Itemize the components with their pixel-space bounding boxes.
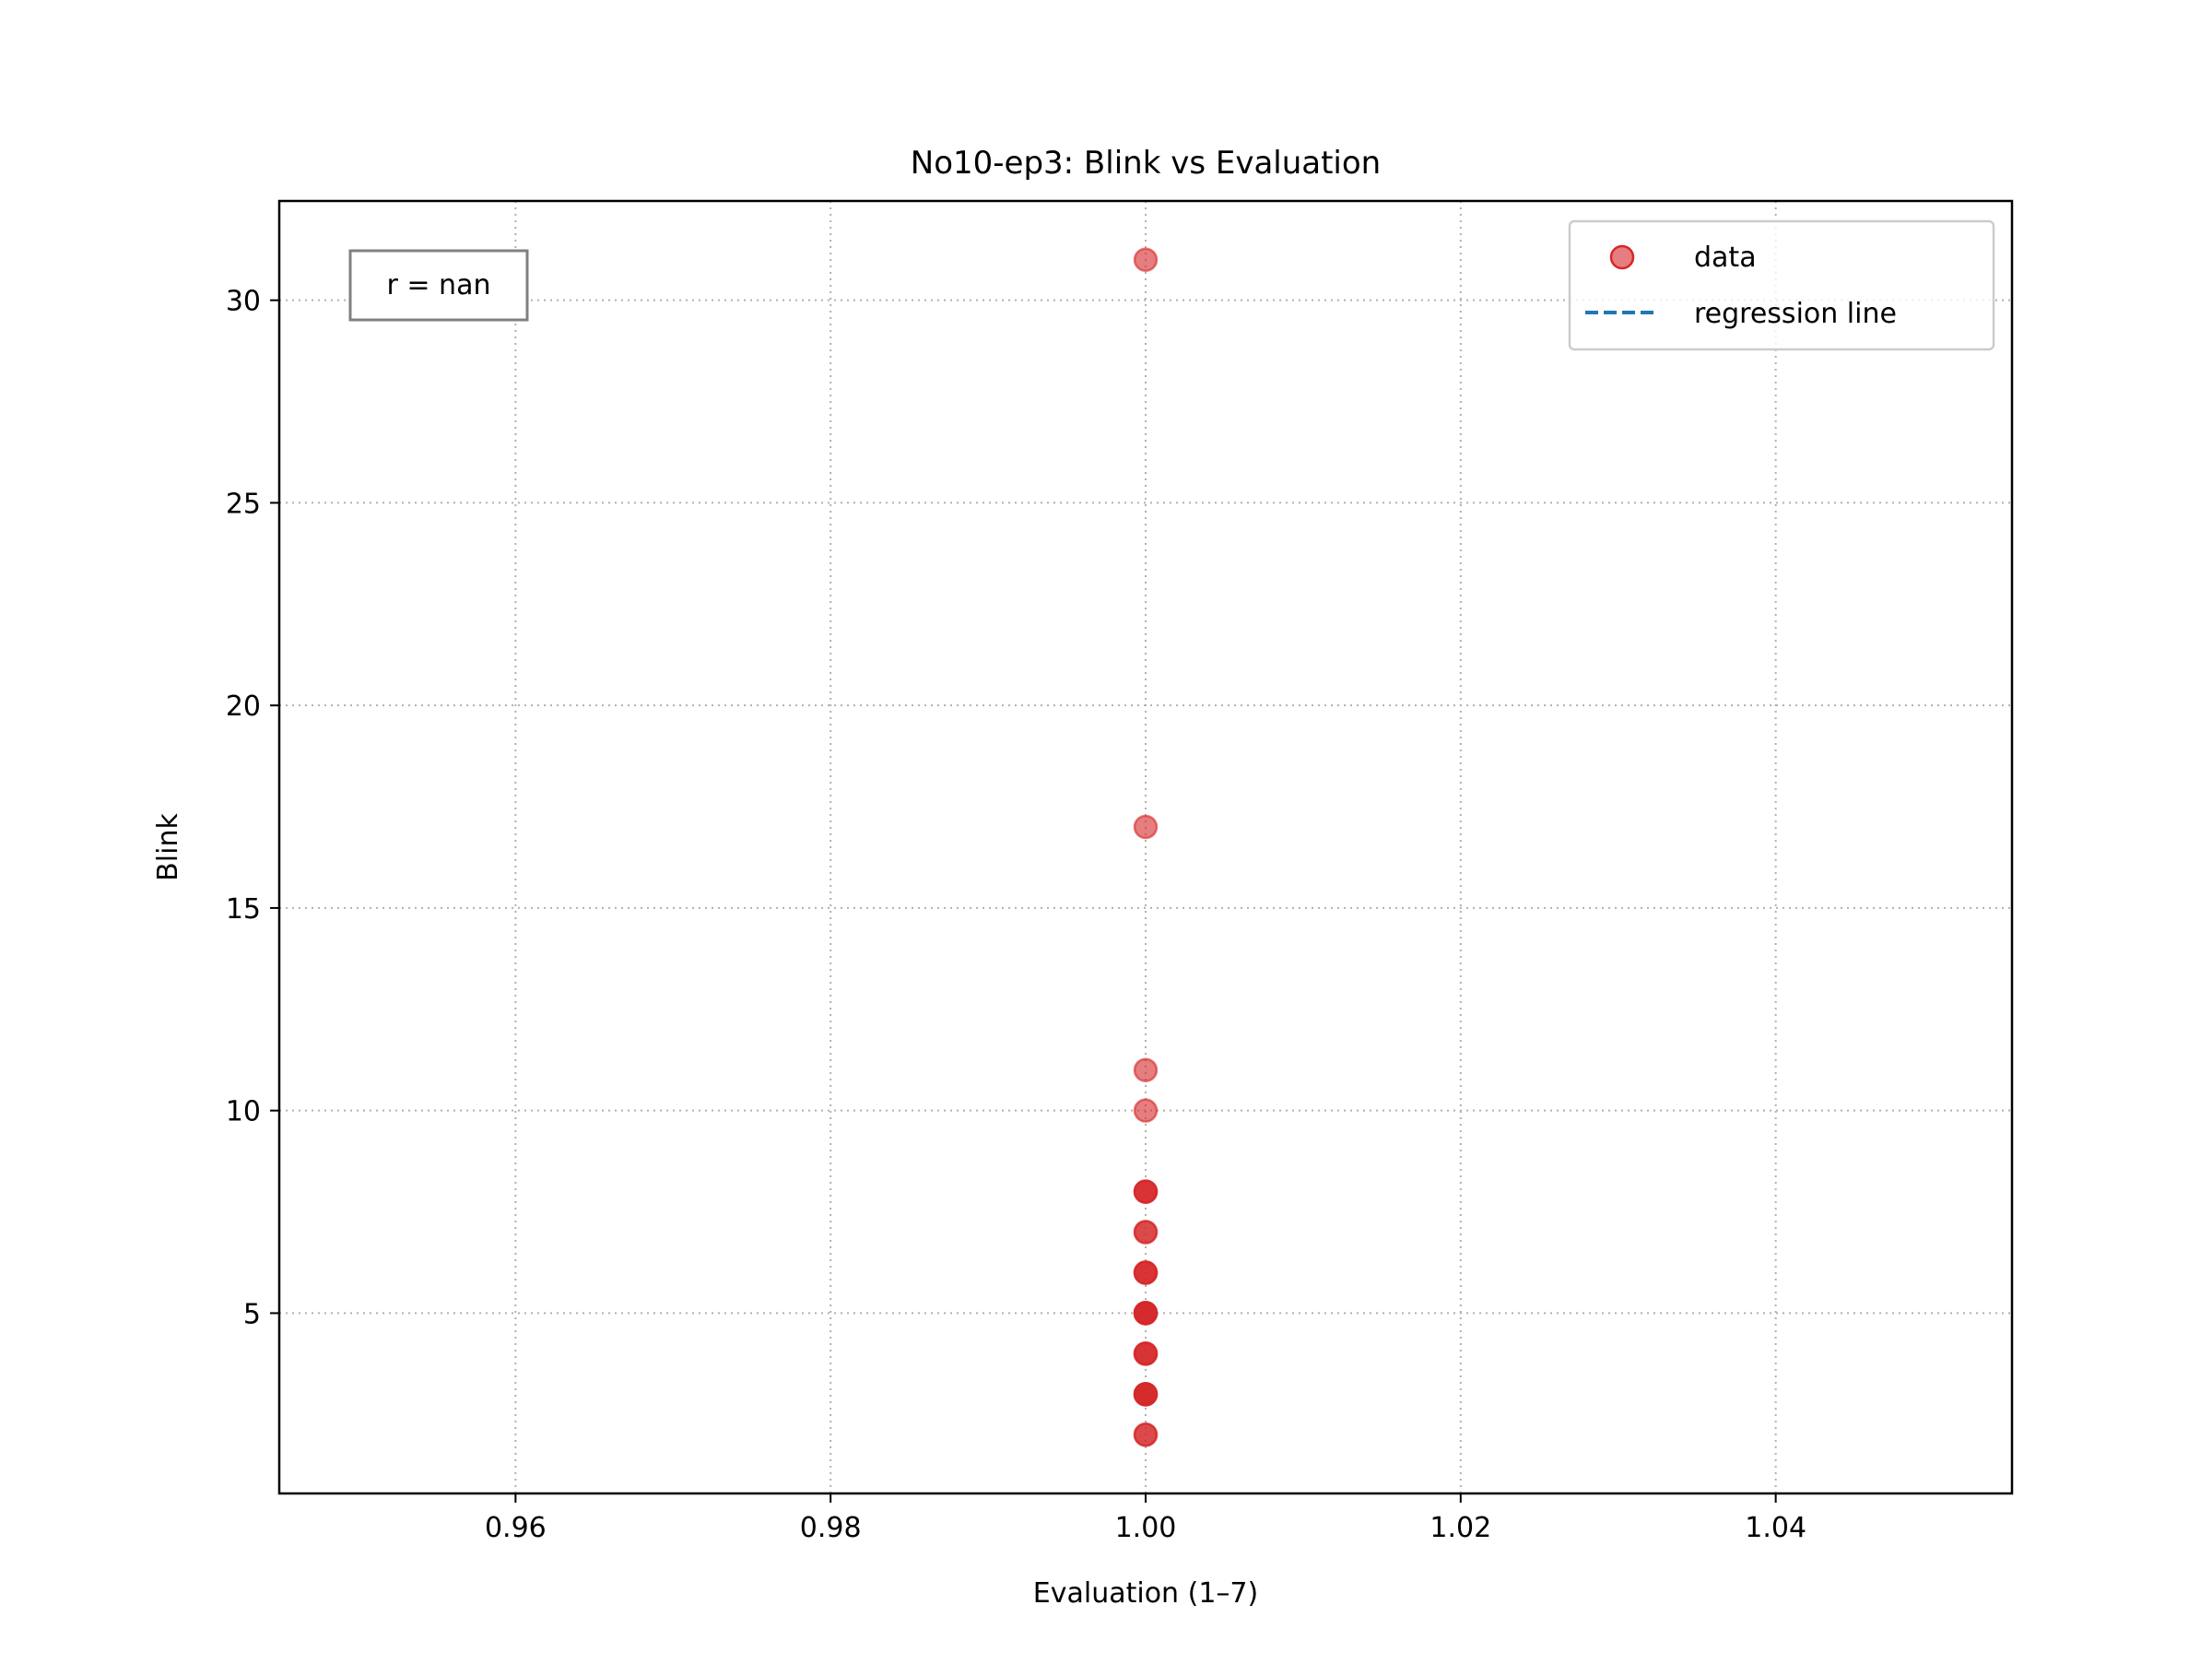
y-tick-label: 15 <box>226 893 261 926</box>
x-tick-label: 1.04 <box>1745 1512 1806 1544</box>
legend-label-regression: regression line <box>1694 298 1897 330</box>
annotation-frame <box>348 249 529 322</box>
data-point <box>1133 1179 1159 1204</box>
x-tick-label: 0.96 <box>485 1512 547 1544</box>
grid <box>279 201 2012 1493</box>
y-tick-label: 25 <box>226 488 261 520</box>
legend-marker-data <box>1609 244 1635 270</box>
data-point <box>1133 1341 1159 1366</box>
y-tick-label: 20 <box>226 690 261 723</box>
legend-label-data: data <box>1694 242 1757 274</box>
data-point <box>1133 814 1159 840</box>
legend: data regression line <box>1568 219 1995 351</box>
data-point <box>1133 1382 1159 1407</box>
data-points <box>1133 247 1159 1447</box>
data-point <box>1133 1220 1159 1245</box>
data-point <box>1133 1098 1159 1123</box>
data-point <box>1133 1422 1159 1447</box>
x-tick-label: 0.98 <box>800 1512 862 1544</box>
x-axis-label: Evaluation (1–7) <box>1033 1577 1258 1610</box>
y-tick-label: 30 <box>226 286 261 318</box>
y-tick-label: 5 <box>243 1298 261 1330</box>
y-axis-label: Blink <box>152 813 184 881</box>
axis-ticks: 0.96 0.98 1.00 1.02 1.04 5 10 15 20 25 30 <box>226 286 1806 1544</box>
x-tick-label: 1.00 <box>1115 1512 1177 1544</box>
x-tick-label: 1.02 <box>1430 1512 1491 1544</box>
chart-title: No10-ep3: Blink vs Evaluation <box>911 145 1381 182</box>
y-tick-label: 10 <box>226 1096 261 1128</box>
annotation-text: r = nan <box>387 269 491 301</box>
data-point <box>1133 1301 1159 1326</box>
legend-frame <box>1568 219 1995 351</box>
data-point <box>1133 1057 1159 1082</box>
annotation-box: r = nan <box>348 249 529 322</box>
data-point <box>1133 247 1159 272</box>
data-point <box>1133 1260 1159 1285</box>
